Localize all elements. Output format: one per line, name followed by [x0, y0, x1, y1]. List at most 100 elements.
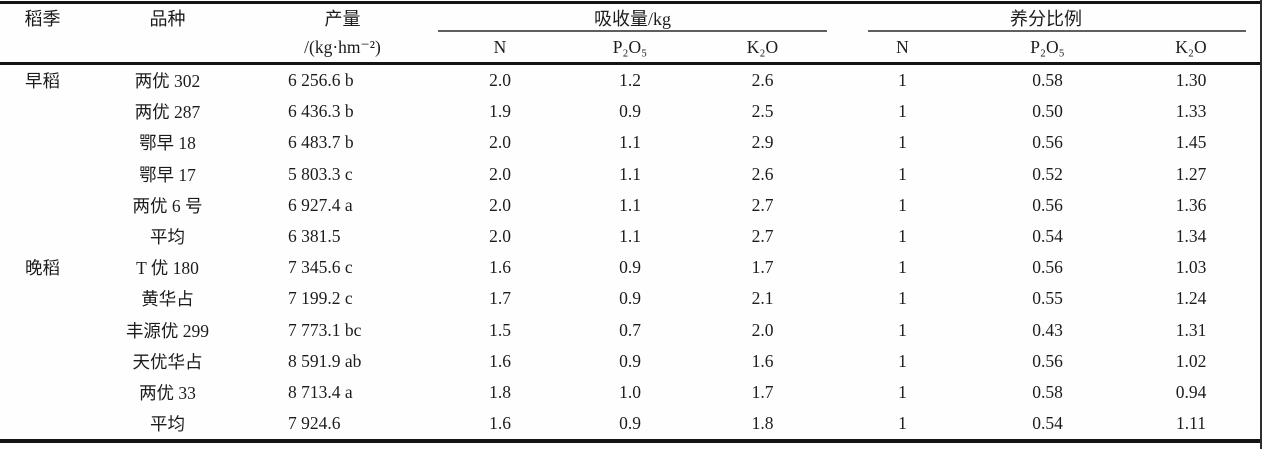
table-row: 早稻 两优 302 6 256.6 b 2.0 1.2 2.6 1 0.58 1.30 — [0, 64, 1262, 97]
cell-ratio-k: 1.34 — [1175, 226, 1207, 247]
header-row-groups: 稻季 品种 产量 吸收量/kg 养分比例 — [0, 3, 1262, 33]
scan-edge-artifact — [1260, 0, 1262, 449]
table-row: 鄂早 18 6 483.7 b 2.0 1.1 2.9 1 0.56 1.45 — [0, 127, 1262, 158]
cell-uptake-n: 1.5 — [489, 319, 511, 340]
cell-uptake-n: 2.0 — [489, 226, 511, 247]
cell-uptake-p: 0.9 — [619, 101, 641, 122]
cell-ratio-p: 0.54 — [1032, 226, 1063, 247]
cell-uptake-n: 2.0 — [489, 163, 511, 184]
cell-season — [0, 346, 85, 377]
cell-variety: 两优 6 号 — [132, 195, 203, 216]
cell-yield: 6 483.7 b — [288, 132, 354, 153]
cell-season: 早稻 — [25, 71, 60, 92]
cell-uptake-k: 1.7 — [751, 381, 774, 402]
table-row: 两优 287 6 436.3 b 1.9 0.9 2.5 1 0.50 1.33 — [0, 96, 1262, 127]
cell-uptake-p: 0.9 — [619, 413, 641, 434]
cell-uptake-p: 1.1 — [619, 163, 641, 184]
cell-ratio-p: 0.52 — [1032, 163, 1063, 184]
cell-variety: 平均 — [150, 227, 185, 248]
col-header-variety-empty — [85, 32, 250, 65]
col-header-yield-unit: /(kg·hm⁻²) — [250, 32, 435, 65]
group-header-ratio: 养分比例 — [830, 3, 1262, 33]
cell-variety: 鄂早 18 — [139, 133, 196, 154]
cell-season — [0, 377, 85, 408]
cell-uptake-k: 2.5 — [751, 101, 774, 122]
cell-uptake-p: 1.1 — [619, 226, 641, 247]
cell-uptake-p: 0.9 — [619, 257, 641, 278]
cell-ratio-k: 1.45 — [1175, 132, 1207, 153]
cell-variety: 天优华占 — [132, 351, 203, 372]
cell-season — [0, 315, 85, 346]
table-row: 丰源优 299 7 773.1 bc 1.5 0.7 2.0 1 0.43 1.31 — [0, 315, 1262, 346]
cell-ratio-p: 0.43 — [1032, 319, 1063, 340]
cell-ratio-n: 1 — [898, 257, 907, 278]
cell-ratio-p: 0.58 — [1032, 381, 1063, 402]
cell-yield: 6 927.4 a — [288, 194, 353, 215]
cell-uptake-p: 1.0 — [619, 381, 641, 402]
cell-ratio-p: 0.56 — [1032, 194, 1063, 215]
table-row: 晚稻 T 优 180 7 345.6 c 1.6 0.9 1.7 1 0.56 1.03 — [0, 252, 1262, 283]
cell-ratio-p: 0.56 — [1032, 350, 1063, 371]
cell-season — [0, 127, 85, 158]
col-header-uptake-k2o: K₂O — [695, 32, 830, 65]
cell-season — [0, 408, 85, 441]
cell-ratio-k: 0.94 — [1175, 381, 1207, 402]
cell-yield: 5 803.3 c — [288, 163, 353, 184]
cell-ratio-k: 1.24 — [1175, 288, 1207, 309]
col-header-yield: 产量 — [324, 9, 361, 29]
cell-ratio-k: 1.11 — [1176, 413, 1206, 434]
table-body: 早稻 两优 302 6 256.6 b 2.0 1.2 2.6 1 0.58 1.30 两优 28… — [0, 64, 1262, 442]
cell-season — [0, 190, 85, 221]
cell-uptake-p: 0.9 — [619, 288, 641, 309]
cell-uptake-n: 2.0 — [489, 194, 511, 215]
cell-ratio-p: 0.56 — [1032, 257, 1063, 278]
cell-ratio-n: 1 — [898, 413, 907, 434]
group-header-uptake: 吸收量/kg — [435, 3, 830, 33]
col-header-ratio-p2o5: P₂O₅ — [975, 32, 1120, 65]
cell-uptake-n: 1.6 — [489, 257, 511, 278]
cell-ratio-n: 1 — [898, 70, 907, 91]
cell-uptake-k: 2.9 — [751, 132, 774, 153]
cell-yield: 7 924.6 — [288, 413, 341, 434]
cell-yield: 7 199.2 c — [288, 288, 353, 309]
cell-ratio-n: 1 — [898, 381, 907, 402]
cell-season — [0, 96, 85, 127]
cell-yield: 7 773.1 bc — [288, 319, 362, 340]
cell-season: 晚稻 — [25, 258, 60, 279]
cell-yield: 6 436.3 b — [288, 101, 354, 122]
cell-ratio-p: 0.50 — [1032, 101, 1063, 122]
cell-yield: 6 381.5 — [288, 226, 341, 247]
table-row: 黄华占 7 199.2 c 1.7 0.9 2.1 1 0.55 1.24 — [0, 283, 1262, 314]
col-header-uptake-p2o5: P₂O₅ — [565, 32, 695, 65]
cell-yield: 8 591.9 ab — [288, 350, 362, 371]
cell-variety: T 优 180 — [136, 258, 199, 279]
table-row: 鄂早 17 5 803.3 c 2.0 1.1 2.6 1 0.52 1.27 — [0, 159, 1262, 190]
cell-variety: 鄂早 17 — [139, 164, 196, 185]
cell-uptake-n: 1.9 — [489, 101, 511, 122]
table-row: 天优华占 8 591.9 ab 1.6 0.9 1.6 1 0.56 1.02 — [0, 346, 1262, 377]
cell-uptake-n: 2.0 — [489, 132, 511, 153]
cell-variety: 平均 — [150, 414, 185, 435]
cell-ratio-k: 1.03 — [1175, 257, 1207, 278]
col-header-ratio-n: N — [830, 32, 975, 65]
cell-uptake-k: 2.0 — [751, 319, 774, 340]
cell-variety: 丰源优 299 — [125, 320, 210, 341]
cell-uptake-k: 1.7 — [751, 257, 774, 278]
cell-ratio-k: 1.36 — [1175, 194, 1207, 215]
cell-uptake-k: 2.6 — [751, 70, 774, 91]
cell-uptake-k: 2.7 — [751, 226, 774, 247]
cell-ratio-k: 1.27 — [1175, 163, 1207, 184]
cell-season — [0, 221, 85, 252]
col-header-season: 稻季 — [24, 9, 61, 29]
col-header-ratio-k2o: K₂O — [1120, 32, 1262, 65]
cell-variety: 两优 33 — [139, 382, 196, 403]
table-header: 稻季 品种 产量 吸收量/kg 养分比例 /(kg·hm⁻²) N P₂O₅ K… — [0, 3, 1262, 65]
cell-season — [0, 283, 85, 314]
cell-uptake-n: 2.0 — [489, 70, 511, 91]
cell-uptake-p: 1.2 — [619, 70, 641, 91]
cell-uptake-k: 2.6 — [751, 163, 774, 184]
cell-yield: 6 256.6 b — [288, 70, 354, 91]
table-row: 平均 6 381.5 2.0 1.1 2.7 1 0.54 1.34 — [0, 221, 1262, 252]
